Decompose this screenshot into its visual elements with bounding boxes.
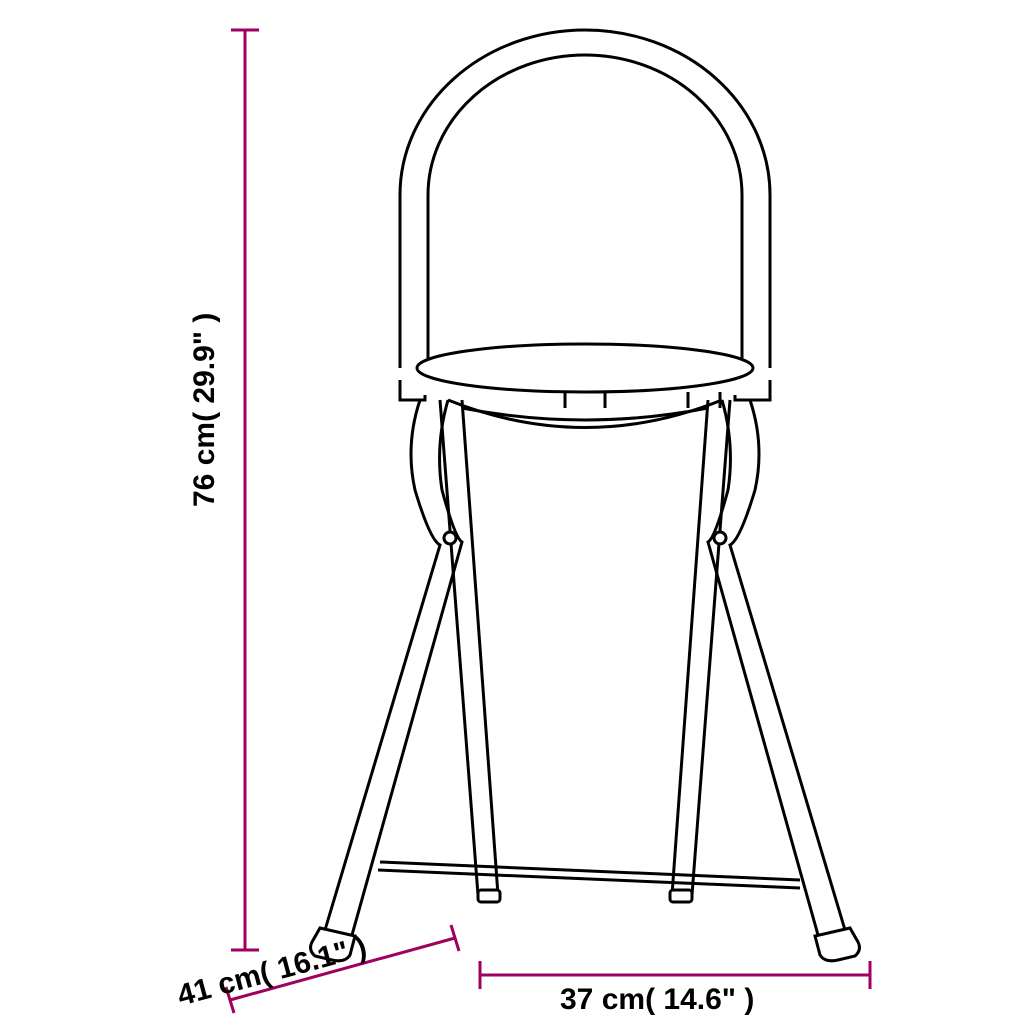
- chair-outline: [311, 30, 860, 961]
- width-label: 37 cm( 14.6" ): [560, 983, 754, 1017]
- height-label: 76 cm( 29.9" ): [188, 313, 222, 507]
- dimension-diagram: 76 cm( 29.9" ) 41 cm( 16.1" ) 37 cm( 14.…: [0, 0, 1024, 1024]
- front-legs: [311, 400, 860, 961]
- rear-legs: [440, 400, 730, 902]
- chair-svg: [0, 0, 1024, 1024]
